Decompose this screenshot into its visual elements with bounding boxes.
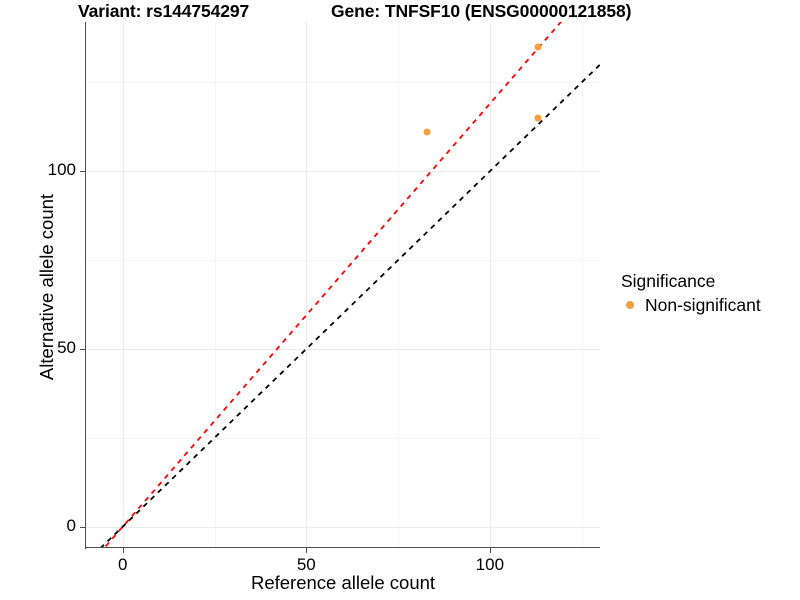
gridline: [86, 260, 600, 262]
x-axis-tick-label: 0: [117, 555, 128, 574]
y-axis-tick-label: 0: [66, 515, 76, 535]
legend-title: Significance: [621, 271, 716, 291]
data-point: [534, 43, 542, 51]
gridline: [122, 22, 124, 548]
allelic-ratio-line: [103, 22, 563, 548]
plot-title-row: Variant: rs144754297 Gene: TNFSF10 (ENSG…: [0, 0, 800, 22]
legend-item-label: Non-significant: [645, 294, 761, 315]
data-point: [423, 128, 431, 136]
gridline: [86, 171, 600, 173]
identity-line: [99, 64, 600, 548]
legend-key: [621, 296, 639, 314]
x-axis-tick: [122, 548, 124, 553]
y-axis-tick: [80, 171, 85, 173]
y-axis-tick-label: 50: [57, 337, 76, 357]
x-axis-title: Reference allele count: [250, 572, 436, 593]
plot-panel: [86, 22, 600, 548]
legend-dot-icon: [626, 301, 634, 309]
gridline: [86, 437, 600, 439]
x-axis-tick: [306, 548, 308, 553]
y-axis-line: [85, 22, 87, 549]
y-axis-tick: [80, 526, 85, 528]
reference-lines: [99, 22, 600, 548]
gridline: [398, 22, 400, 548]
y-axis-tick-label: 100: [47, 160, 76, 180]
gridline: [306, 22, 308, 548]
gridline: [86, 526, 600, 528]
variant-title: Variant: rs144754297: [78, 1, 250, 21]
gridline: [86, 348, 600, 350]
data-point: [534, 114, 542, 122]
y-axis-tick: [80, 348, 85, 351]
gridline: [86, 82, 600, 84]
gridline: [214, 22, 216, 548]
x-axis-tick: [489, 548, 492, 553]
legend: Significance Non-significant: [621, 271, 796, 316]
gridline: [489, 22, 491, 548]
gene-title: Gene: TNFSF10 (ENSG00000121858): [331, 1, 632, 21]
x-axis-tick-label: 100: [475, 555, 505, 574]
gridline: [581, 22, 583, 548]
y-axis-title: Alternative allele count: [36, 193, 57, 381]
legend-item[interactable]: Non-significant: [621, 294, 796, 316]
x-axis-line: [85, 547, 600, 549]
x-axis-tick-label: 50: [296, 555, 316, 574]
legend-items: Non-significant: [621, 294, 796, 316]
